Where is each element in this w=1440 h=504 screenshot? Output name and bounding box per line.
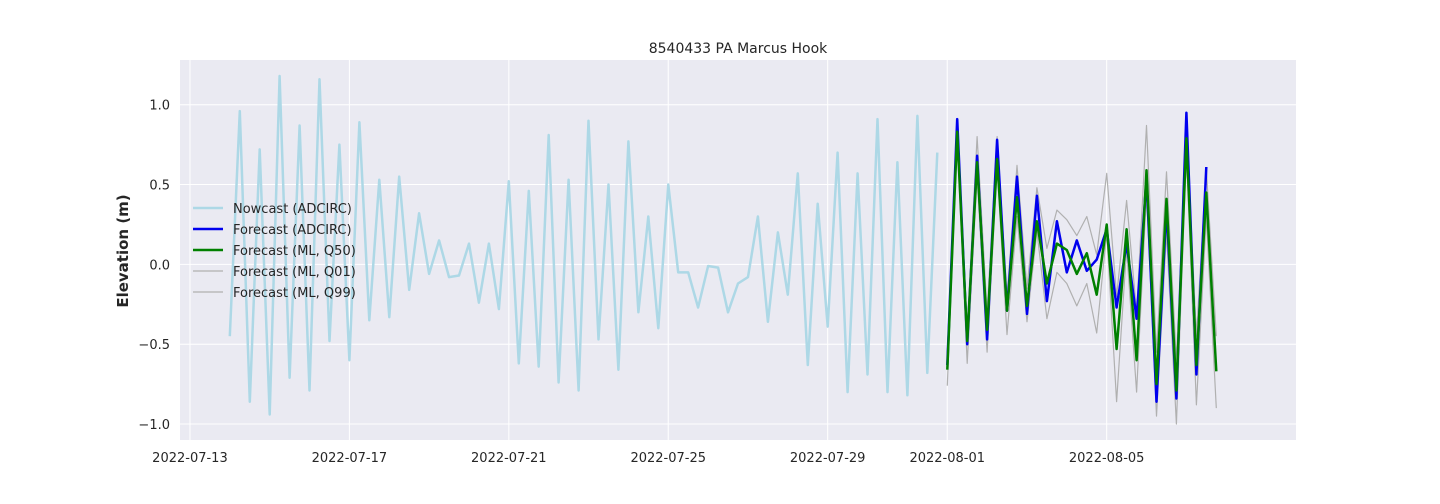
x-tick-label: 2022-07-25	[630, 451, 706, 466]
legend-label: Forecast (ML, Q50)	[233, 244, 356, 259]
x-tick-label: 2022-08-05	[1069, 451, 1145, 466]
legend: Nowcast (ADCIRC) Forecast (ADCIRC) Forecas…	[193, 202, 356, 301]
x-tick-label: 2022-07-13	[152, 451, 228, 466]
series-line-2	[946, 130, 1218, 392]
x-tick-label: 2022-07-21	[471, 451, 547, 466]
y-tick-label: −0.5	[138, 338, 170, 353]
legend-label: Forecast (ML, Q99)	[233, 286, 356, 301]
series-layer	[228, 74, 1218, 425]
legend-label: Nowcast (ADCIRC)	[233, 202, 352, 217]
x-axis-ticks: 2022-07-13 2022-07-17 2022-07-21 2022-07-25…	[152, 451, 1144, 466]
x-tick-label: 2022-07-17	[312, 451, 388, 466]
y-axis-label: Elevation (m)	[114, 194, 132, 307]
y-tick-label: 0.0	[149, 258, 170, 273]
legend-label: Forecast (ML, Q01)	[233, 265, 356, 280]
y-tick-label: −1.0	[138, 418, 170, 433]
x-tick-label: 2022-07-29	[790, 451, 866, 466]
y-tick-label: 0.5	[149, 179, 170, 194]
y-tick-label: 1.0	[149, 99, 170, 114]
x-tick-label: 2022-08-01	[909, 451, 985, 466]
chart-title: 8540433 PA Marcus Hook	[649, 41, 828, 57]
legend-label: Forecast (ADCIRC)	[233, 223, 352, 238]
y-axis-ticks: 1.0 0.5 0.0 −0.5 −1.0	[138, 99, 170, 433]
series-line-0	[228, 74, 939, 416]
